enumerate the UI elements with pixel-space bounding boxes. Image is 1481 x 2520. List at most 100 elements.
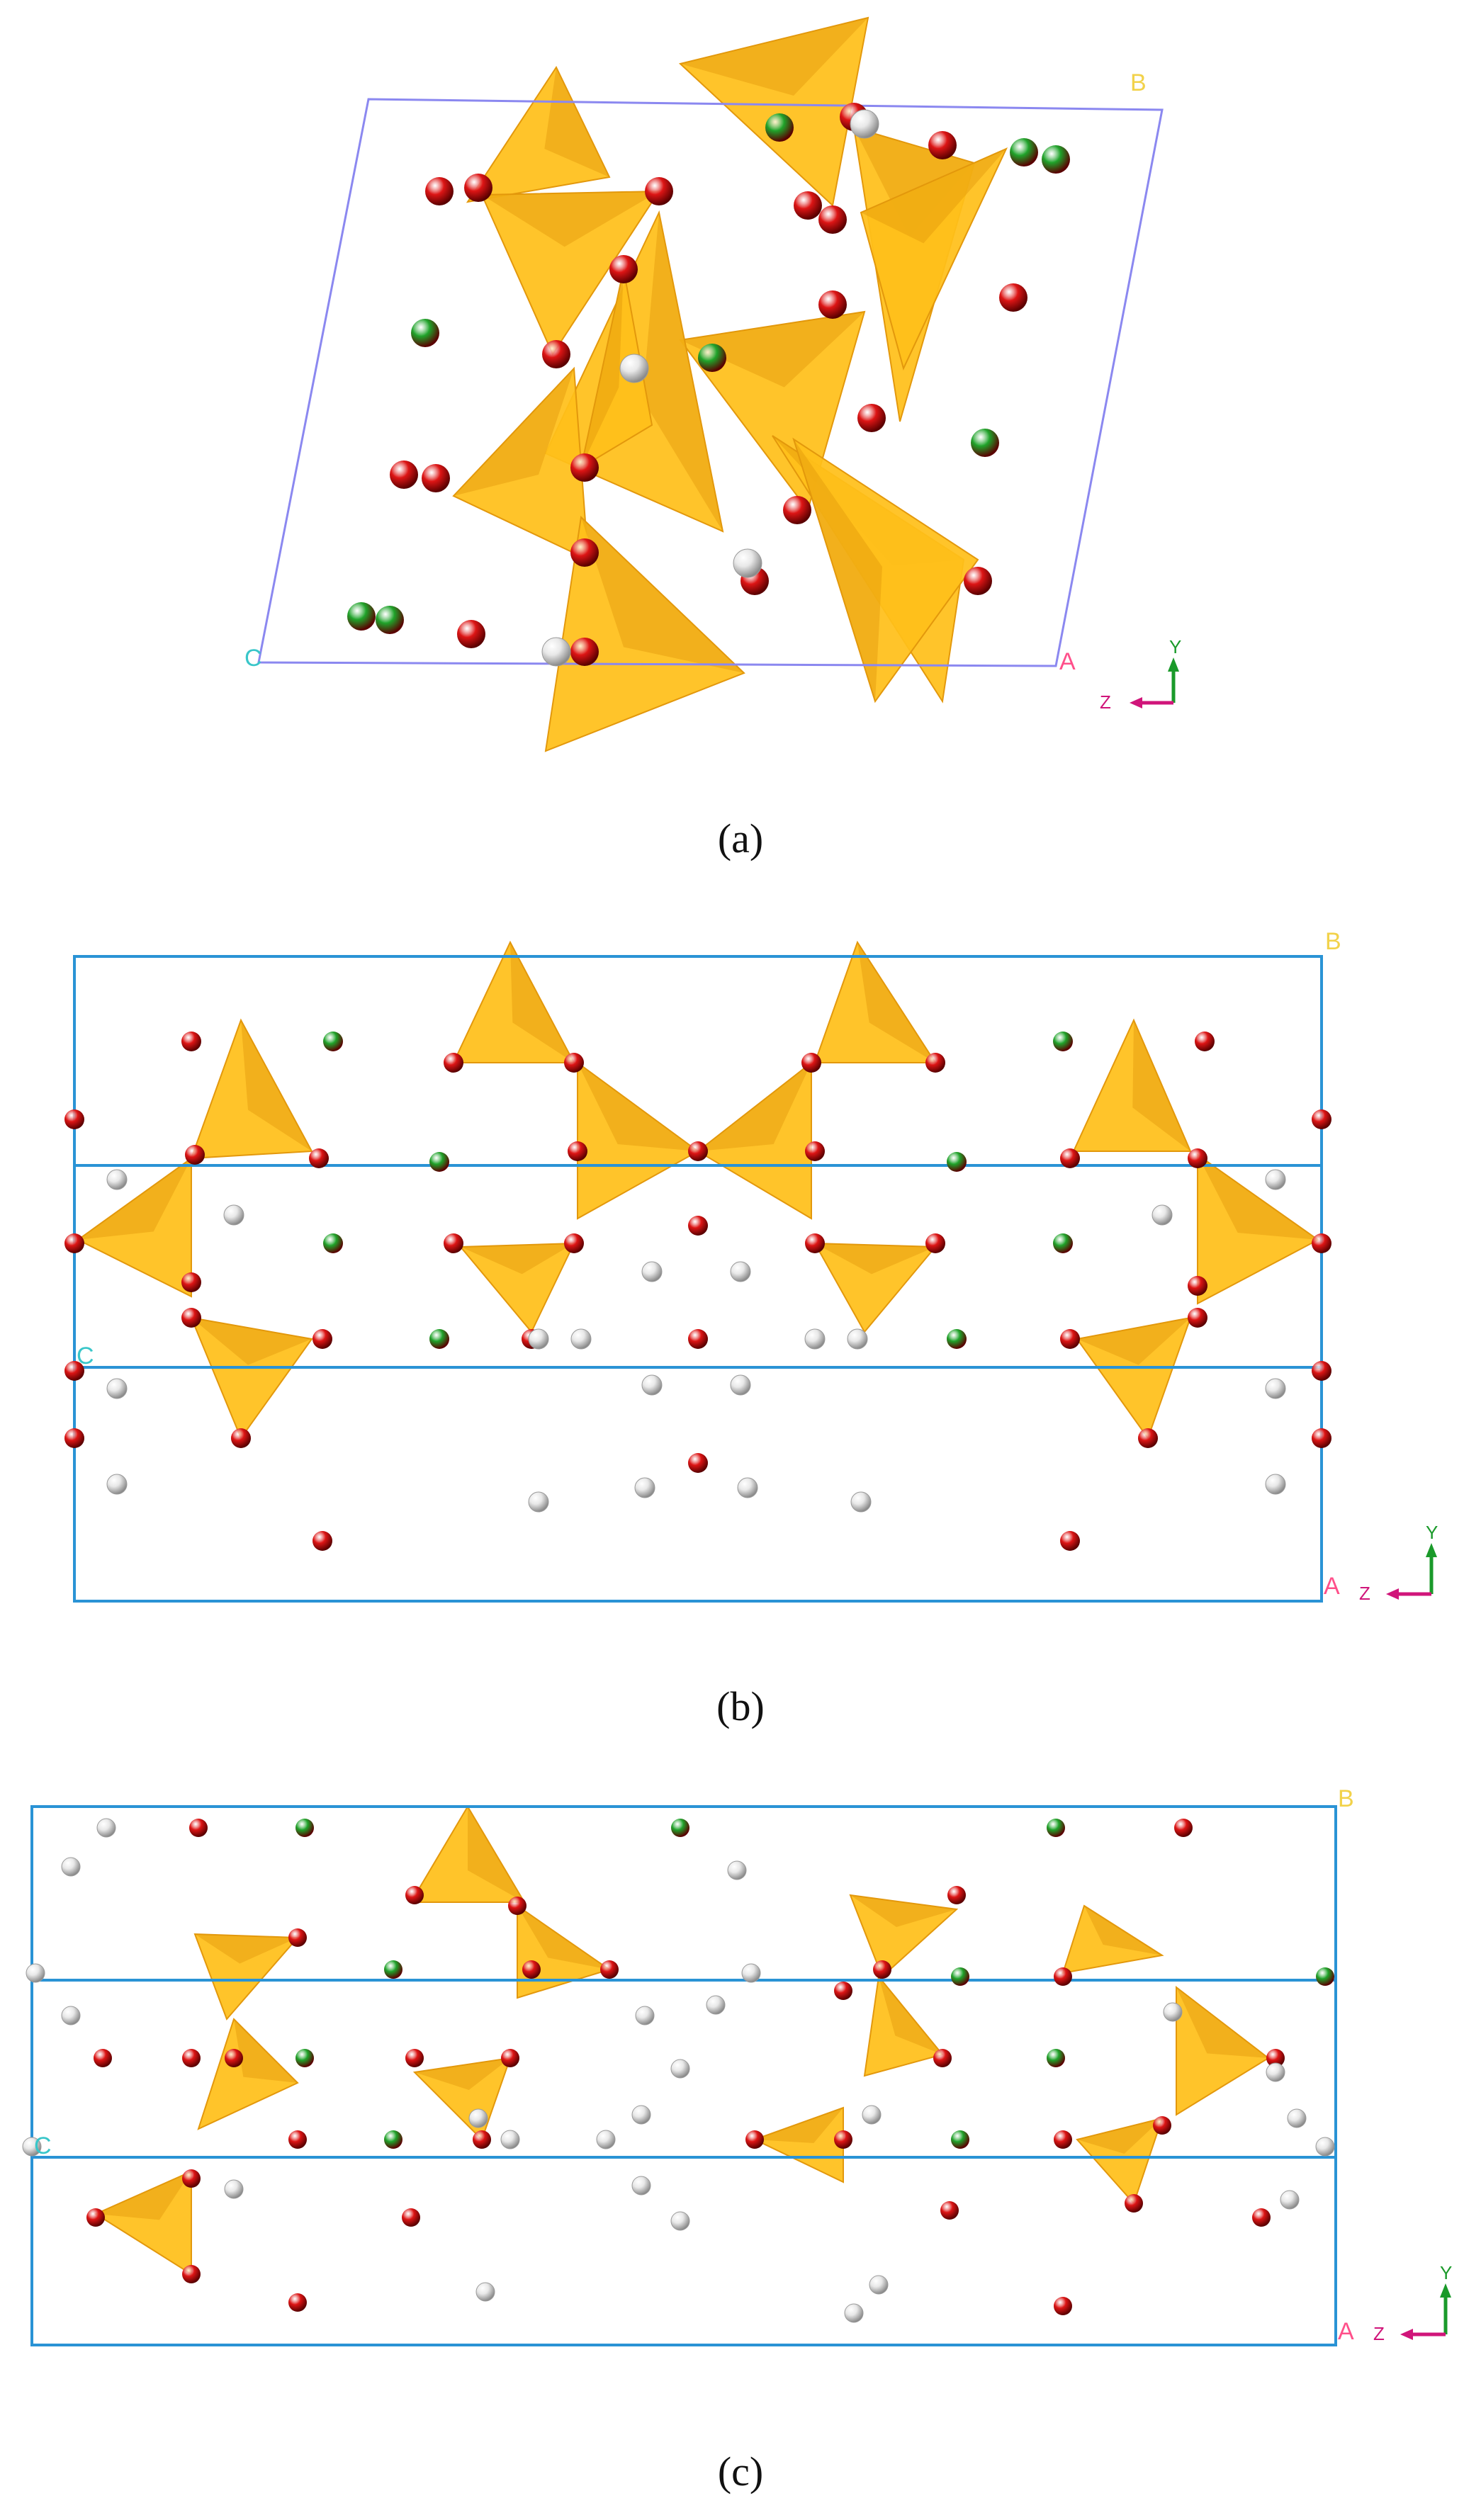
tetrahedra-b <box>77 940 1319 1440</box>
oxygen-atom <box>1060 1148 1080 1168</box>
tetrahedron <box>1062 1904 1164 1974</box>
cell-label-c: C <box>77 1343 94 1369</box>
tetrahedron <box>860 147 1008 371</box>
white-atom <box>596 2130 616 2149</box>
oxygen-atom <box>834 1982 852 2000</box>
oxygen-atom <box>288 2293 307 2312</box>
oxygen-atom <box>94 2049 112 2067</box>
green-atom <box>1316 1967 1334 1986</box>
white-atom <box>1265 1378 1286 1399</box>
oxygen-atom <box>1188 1276 1207 1296</box>
green-atom <box>295 2049 314 2067</box>
white-atom <box>804 1328 826 1350</box>
green-atom <box>323 1032 343 1051</box>
cell-label-a: A <box>1324 1573 1340 1600</box>
caption-c: (c) <box>717 2448 764 2494</box>
oxygen-atom <box>181 1272 201 1292</box>
oxygen-atom <box>64 1428 84 1448</box>
structure-c-canvas: B C A Y Z <box>22 1785 1452 2346</box>
atoms-c <box>22 1818 1335 2323</box>
tetrahedron <box>580 269 653 470</box>
oxygen-atom <box>501 2049 519 2067</box>
oxygen-atom <box>873 1960 891 1979</box>
caption-b: (b) <box>716 1683 765 1729</box>
tetrahedron <box>94 2170 192 2276</box>
crystal-structure-view-b: B C A Y Z <box>0 914 1481 1622</box>
oxygen-atom <box>189 1819 208 1837</box>
white-atom <box>850 1491 872 1513</box>
axis-label-y: Y <box>1169 636 1181 657</box>
axis-triad-c: Y Z <box>1373 2262 1452 2344</box>
green-atom <box>971 429 999 457</box>
oxygen-atom <box>834 2130 852 2149</box>
tetrahedron <box>458 1242 575 1333</box>
oxygen-atom <box>688 1141 708 1161</box>
green-atom <box>347 602 376 631</box>
oxygen-atom <box>390 461 418 489</box>
white-atom <box>1266 2062 1285 2082</box>
tetrahedra-a <box>452 16 1008 752</box>
tetrahedron <box>190 1316 313 1440</box>
structure-a-canvas: B C A Y Z <box>244 16 1181 752</box>
white-atom <box>619 354 649 383</box>
cell-label-c: C <box>244 645 262 672</box>
white-atom <box>475 2282 495 2302</box>
tetrahedron <box>577 1061 699 1220</box>
oxygen-atom <box>947 1886 966 1904</box>
white-atom <box>223 1204 244 1226</box>
oxygen-atom <box>1312 1361 1331 1381</box>
green-atom <box>429 1152 449 1172</box>
oxygen-atom <box>64 1233 84 1253</box>
oxygen-atom <box>933 2049 952 2067</box>
oxygen-atom <box>182 2169 201 2188</box>
oxygen-atom <box>1060 1329 1080 1349</box>
cell-label-c: C <box>34 2132 52 2159</box>
oxygen-atom <box>405 1886 424 1904</box>
oxygen-atom <box>600 1960 619 1979</box>
white-atom <box>500 2130 520 2149</box>
oxygen-atom <box>688 1216 708 1236</box>
green-atom <box>376 606 404 634</box>
oxygen-atom <box>312 1531 332 1551</box>
oxygen-atom <box>309 1148 329 1168</box>
oxygen-atom <box>182 2265 201 2283</box>
oxygen-atom <box>1174 1819 1193 1837</box>
oxygen-atom <box>542 340 570 368</box>
white-atom <box>730 1374 751 1396</box>
oxygen-atom <box>86 2208 105 2227</box>
tetrahedron <box>1076 2117 1164 2205</box>
oxygen-atom <box>425 177 454 205</box>
oxygen-atom <box>1054 1967 1072 1986</box>
white-atom <box>1280 2190 1300 2210</box>
oxygen-atom <box>181 1032 201 1051</box>
cell-label-b: B <box>1338 1785 1354 1812</box>
tetrahedron <box>813 940 937 1063</box>
oxygen-atom <box>925 1233 945 1253</box>
oxygen-atom <box>818 205 847 234</box>
axis-label-z: Z <box>1373 2323 1385 2344</box>
oxygen-atom <box>1054 2297 1072 2315</box>
green-atom <box>295 1819 314 1837</box>
green-atom <box>765 113 794 142</box>
axis-label-y: Y <box>1426 1522 1438 1543</box>
oxygen-atom <box>444 1053 463 1073</box>
oxygen-atom <box>1153 2116 1171 2135</box>
oxygen-atom <box>402 2208 420 2227</box>
white-atom <box>1151 1204 1173 1226</box>
tetrahedron <box>480 190 660 356</box>
white-atom <box>22 2137 42 2157</box>
tetrahedron <box>697 1061 812 1220</box>
oxygen-atom <box>185 1145 205 1165</box>
oxygen-atom <box>568 1141 587 1161</box>
white-atom <box>1315 2137 1335 2157</box>
white-atom <box>869 2275 889 2295</box>
tetrahedron <box>813 1242 937 1333</box>
green-atom <box>947 1329 967 1349</box>
green-atom <box>1042 145 1070 174</box>
white-atom <box>850 109 879 139</box>
oxygen-atom <box>1195 1032 1215 1051</box>
white-atom <box>106 1474 128 1495</box>
white-atom <box>528 1328 549 1350</box>
oxygen-atom <box>464 174 492 202</box>
oxygen-atom <box>928 131 957 159</box>
